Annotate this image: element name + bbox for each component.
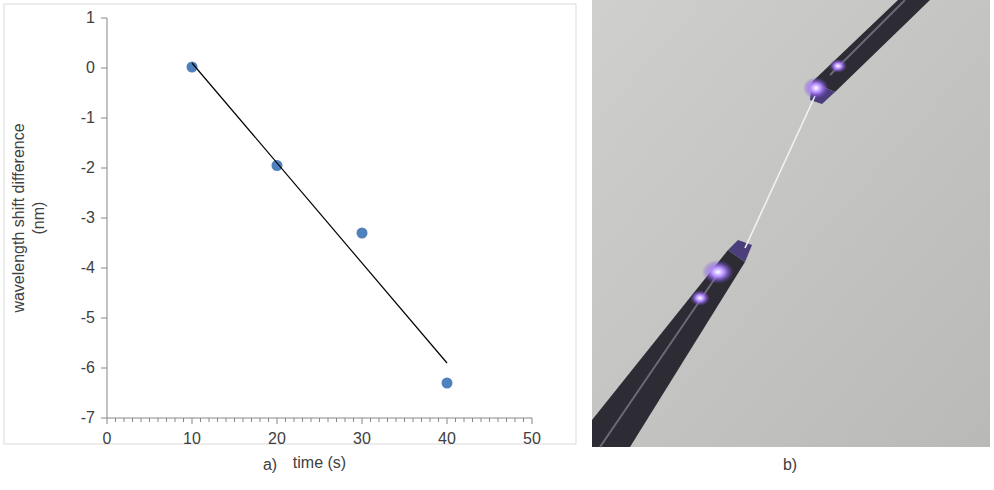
x-minor-tick xyxy=(302,418,303,422)
x-axis-title: time (s) xyxy=(293,454,346,471)
photo-background xyxy=(592,0,990,447)
x-minor-tick xyxy=(438,418,439,422)
x-tick-label: 10 xyxy=(183,430,201,447)
x-minor-tick xyxy=(200,418,201,422)
x-minor-tick xyxy=(430,418,431,422)
figure: -7-6-5-4-3-2-10101020304050time (s)wavel… xyxy=(0,0,994,490)
x-minor-tick xyxy=(515,418,516,422)
x-minor-tick xyxy=(141,418,142,422)
x-minor-tick xyxy=(319,418,320,422)
y-tick xyxy=(101,418,107,419)
y-tick-label: -3 xyxy=(81,209,95,226)
y-tick xyxy=(101,118,107,119)
x-minor-tick xyxy=(209,418,210,422)
x-tick xyxy=(277,418,278,424)
x-minor-tick xyxy=(413,418,414,422)
x-minor-tick xyxy=(158,418,159,422)
y-tick-label: -1 xyxy=(81,109,95,126)
fiber-sheath xyxy=(812,0,930,92)
x-tick xyxy=(532,418,533,424)
x-minor-tick xyxy=(328,418,329,422)
y-tick xyxy=(101,368,107,369)
y-tick xyxy=(101,218,107,219)
y-tick-label: -4 xyxy=(81,259,95,276)
x-minor-tick xyxy=(183,418,184,422)
x-minor-tick xyxy=(132,418,133,422)
y-tick-label: -7 xyxy=(81,409,95,426)
x-minor-tick xyxy=(234,418,235,422)
y-tick-label: -6 xyxy=(81,359,95,376)
y-tick xyxy=(101,168,107,169)
x-minor-tick xyxy=(217,418,218,422)
data-point xyxy=(272,160,283,171)
x-tick-label: 40 xyxy=(438,430,456,447)
panel-label: a) xyxy=(263,456,277,473)
x-minor-tick xyxy=(489,418,490,422)
x-minor-tick xyxy=(379,418,380,422)
x-tick-label: 30 xyxy=(353,430,371,447)
fiber-taper xyxy=(728,240,752,262)
glow xyxy=(829,59,847,73)
y-tick xyxy=(101,68,107,69)
tapered-fiber xyxy=(745,96,815,248)
x-tick-label: 20 xyxy=(268,430,286,447)
x-minor-tick xyxy=(498,418,499,422)
fiber-highlight xyxy=(830,0,905,75)
x-minor-tick xyxy=(421,418,422,422)
x-minor-tick xyxy=(226,418,227,422)
x-tick xyxy=(447,418,448,424)
x-minor-tick xyxy=(472,418,473,422)
chart-frame xyxy=(4,4,576,444)
x-minor-tick xyxy=(243,418,244,422)
x-minor-tick xyxy=(260,418,261,422)
y-tick xyxy=(101,268,107,269)
x-tick xyxy=(362,418,363,424)
x-minor-tick xyxy=(294,418,295,422)
x-minor-tick xyxy=(481,418,482,422)
plot-marks xyxy=(187,62,453,389)
trend-line xyxy=(192,63,447,363)
x-minor-tick xyxy=(353,418,354,422)
x-minor-tick xyxy=(336,418,337,422)
x-minor-tick xyxy=(387,418,388,422)
x-minor-tick xyxy=(370,418,371,422)
x-tick-label: 50 xyxy=(523,430,541,447)
x-minor-tick xyxy=(404,418,405,422)
fiber-sheath xyxy=(592,250,745,447)
y-tick-label: 1 xyxy=(86,9,95,26)
y-tick-label: -5 xyxy=(81,309,95,326)
x-tick xyxy=(107,418,108,424)
data-point xyxy=(357,228,368,239)
x-minor-tick xyxy=(124,418,125,422)
fiber-highlight xyxy=(600,268,722,447)
y-tick xyxy=(101,318,107,319)
y-tick-label: -2 xyxy=(81,159,95,176)
glow xyxy=(690,290,710,306)
x-minor-tick xyxy=(523,418,524,422)
y-tick xyxy=(101,18,107,19)
photo xyxy=(592,0,990,447)
x-minor-tick xyxy=(396,418,397,422)
x-tick-label: 0 xyxy=(103,430,112,447)
y-axis-title: wavelength shift difference xyxy=(10,123,27,313)
x-minor-tick xyxy=(251,418,252,422)
x-minor-tick xyxy=(506,418,507,422)
panel-label: b) xyxy=(783,456,797,473)
y-tick-label: 0 xyxy=(86,59,95,76)
x-tick xyxy=(192,418,193,424)
glow xyxy=(702,260,734,284)
x-minor-tick xyxy=(268,418,269,422)
y-axis-title: (nm) xyxy=(30,202,47,235)
x-minor-tick xyxy=(115,418,116,422)
x-minor-tick xyxy=(149,418,150,422)
data-point xyxy=(442,378,453,389)
x-minor-tick xyxy=(311,418,312,422)
glow xyxy=(803,77,829,99)
x-minor-tick xyxy=(345,418,346,422)
x-minor-tick xyxy=(455,418,456,422)
x-minor-tick xyxy=(464,418,465,422)
x-minor-tick xyxy=(166,418,167,422)
x-minor-tick xyxy=(175,418,176,422)
x-minor-tick xyxy=(285,418,286,422)
